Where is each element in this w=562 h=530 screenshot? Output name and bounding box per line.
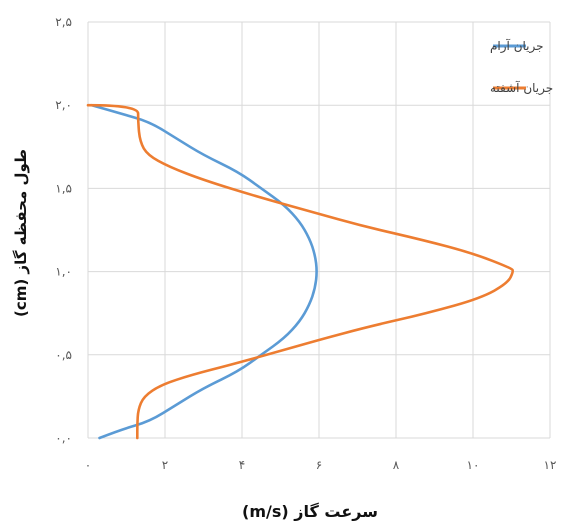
x-axis-ticks: ۰ ۲ ۴ ۶ ۸ ۱۰ ۱۲ — [85, 458, 557, 472]
series-lines — [86, 103, 515, 440]
y-axis-label: طول محفظه گاز (cm) — [12, 149, 30, 317]
series-line-1 — [86, 103, 515, 440]
x-tick-label: ۱۲ — [544, 458, 557, 472]
y-tick-label: ۱,۵ — [55, 181, 72, 195]
y-tick-label: ۲,۵ — [55, 15, 72, 29]
x-tick-label: ۲ — [162, 458, 168, 472]
legend-label-0: جریان آرام — [490, 38, 544, 54]
x-tick-label: ۶ — [316, 458, 322, 472]
x-tick-label: ۴ — [239, 458, 245, 472]
series-line-0 — [90, 103, 318, 440]
x-axis-label: سرعت گاز (m/s) — [242, 502, 378, 521]
x-tick-label: ۸ — [393, 458, 400, 472]
y-axis-ticks: ۰,۰ ۰,۵ ۱,۰ ۱,۵ ۲,۰ ۲,۵ — [55, 15, 72, 445]
legend-label-1: جریان آشفته — [490, 80, 553, 96]
y-tick-label: ۰,۵ — [55, 348, 72, 362]
legend: جریان آرام جریان آشفته — [490, 38, 553, 96]
x-tick-label: ۰ — [85, 458, 91, 472]
y-tick-label: ۱,۰ — [55, 265, 72, 279]
grid-lines — [87, 21, 551, 439]
y-tick-label: ۲,۰ — [55, 98, 72, 112]
x-tick-label: ۱۰ — [467, 458, 480, 472]
y-tick-label: ۰,۰ — [55, 431, 72, 445]
